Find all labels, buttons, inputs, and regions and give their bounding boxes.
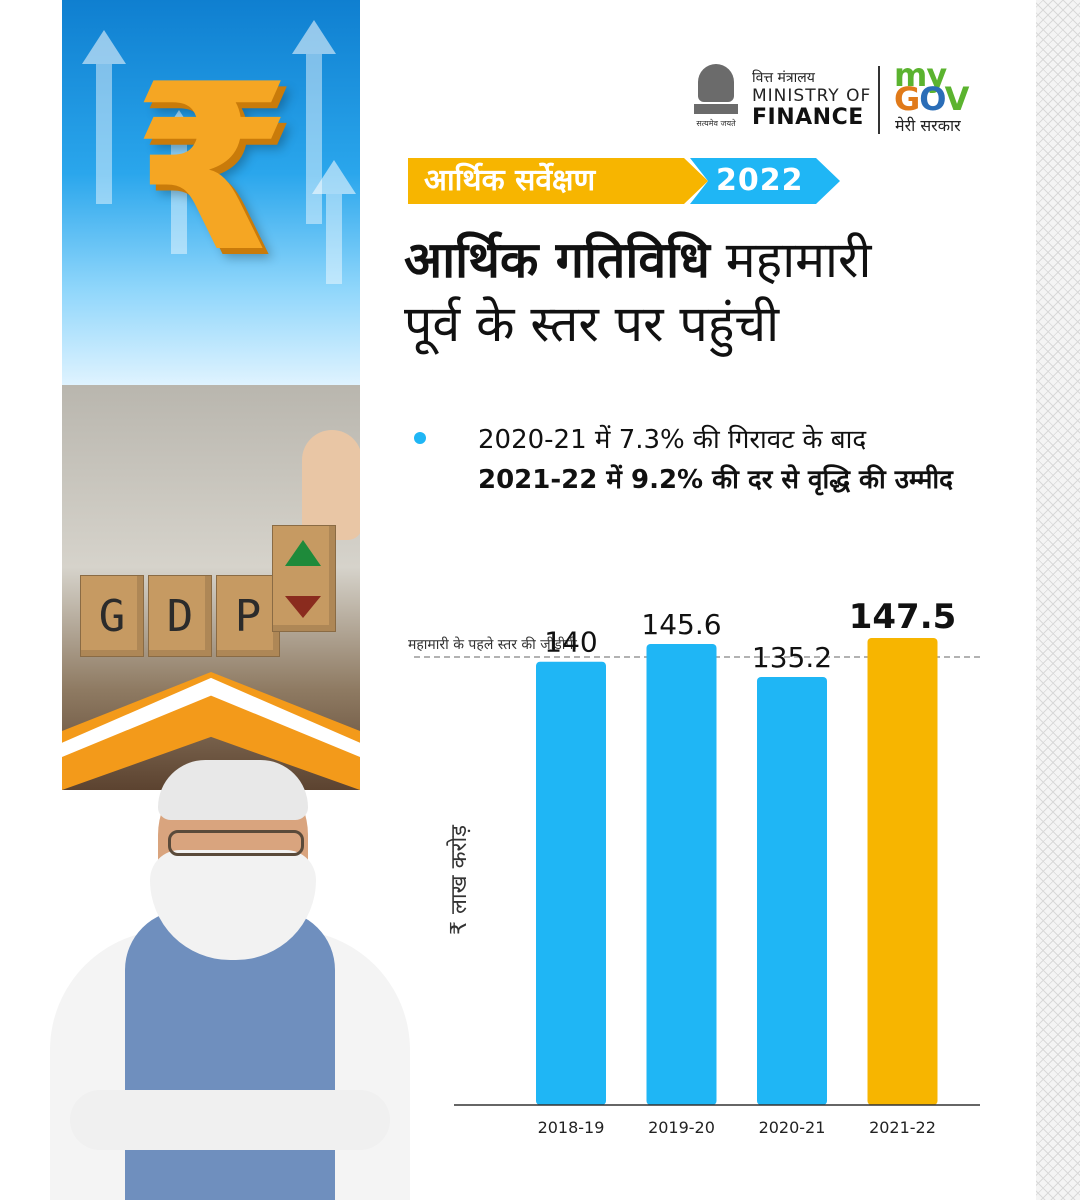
- survey-banner-year: 2022: [716, 163, 804, 198]
- headline-bold: आर्थिक गतिविधि: [404, 231, 710, 289]
- hand-icon: [302, 430, 360, 540]
- chart-canvas: महामारी के पहले स्तर की जीडीपी140 2018-19…: [408, 597, 980, 1137]
- bullet-line2: 2021-22 में 9.2% की दर से वृद्धि की उम्म…: [478, 465, 953, 495]
- person-photo: [50, 760, 410, 1200]
- survey-banner-title-bg: [408, 158, 708, 204]
- bar-2021-22: [867, 638, 938, 1105]
- gdp-blocks: G D P: [80, 575, 280, 657]
- gdp-bar-chart: महामारी के पहले स्तर की जीडीपी 140 2018-19…: [400, 580, 1000, 1160]
- gdp-block-letter: P: [216, 575, 280, 657]
- bar-2020-21: [757, 676, 827, 1105]
- hero-collage: ₹ G D P: [62, 0, 360, 790]
- bullet-dot: [414, 432, 426, 444]
- bullet-line1: 2020-21 में 7.3% की गिरावट के बाद: [478, 425, 867, 455]
- bar-2019-20: [646, 644, 717, 1105]
- up-arrow-icon: [82, 30, 126, 204]
- mygov-logo-my: my: [894, 56, 947, 94]
- x-tick-label: 2020-21: [759, 1118, 826, 1137]
- logo-divider: [878, 66, 880, 134]
- x-tick-label: 2019-20: [648, 1118, 715, 1137]
- up-arrow-icon: [312, 160, 356, 284]
- up-triangle-icon: [285, 540, 321, 566]
- mygov-tagline: मेरी सरकार: [895, 116, 961, 135]
- reference-line-label: महामारी के पहले स्तर की जीडीपी: [408, 636, 577, 653]
- bar-value-label: 147.5: [849, 597, 957, 637]
- up-arrow-icon: [157, 110, 201, 254]
- gdp-block-letter: D: [148, 575, 212, 657]
- bar-value-label: 140: [544, 626, 597, 659]
- person-folded-arms: [70, 1090, 390, 1150]
- headline-line2: पूर्व के स्तर पर पहुंची: [404, 295, 780, 353]
- ministry-name-line1: MINISTRY OF: [752, 86, 872, 106]
- person-glasses: [168, 830, 304, 856]
- bar-2018-19: [536, 661, 606, 1105]
- rising-arrows-panel: [62, 0, 360, 385]
- bar-value-label: 145.6: [641, 608, 721, 641]
- decorative-border: [1036, 0, 1080, 1200]
- page-headline: आर्थिक गतिविधि महामारी पूर्व के स्तर पर …: [404, 228, 1024, 356]
- headline-rest: महामारी: [709, 231, 872, 289]
- ministry-name-line2: FINANCE: [752, 105, 864, 130]
- emblem-motto: सत्यमेव जयते: [696, 119, 736, 128]
- person-hair: [158, 760, 308, 820]
- mygov-logo-gov: GOV: [894, 80, 969, 118]
- survey-banner-title: आर्थिक सर्वेक्षण: [424, 163, 596, 198]
- rupee-icon: ₹: [132, 36, 293, 303]
- y-axis-label: ₹ लाख करोड़: [446, 825, 472, 935]
- bar-value-label: 135.2: [752, 641, 832, 674]
- x-tick-label: 2021-22: [869, 1118, 936, 1137]
- down-triangle-icon: [285, 596, 321, 618]
- survey-banner-year-bg: [690, 158, 840, 204]
- x-tick-label: 2018-19: [538, 1118, 605, 1137]
- gdp-block-letter: G: [80, 575, 144, 657]
- national-emblem-icon: सत्यमेव जयते: [694, 64, 738, 134]
- ministry-name-hindi: वित्त मंत्रालय: [752, 70, 815, 86]
